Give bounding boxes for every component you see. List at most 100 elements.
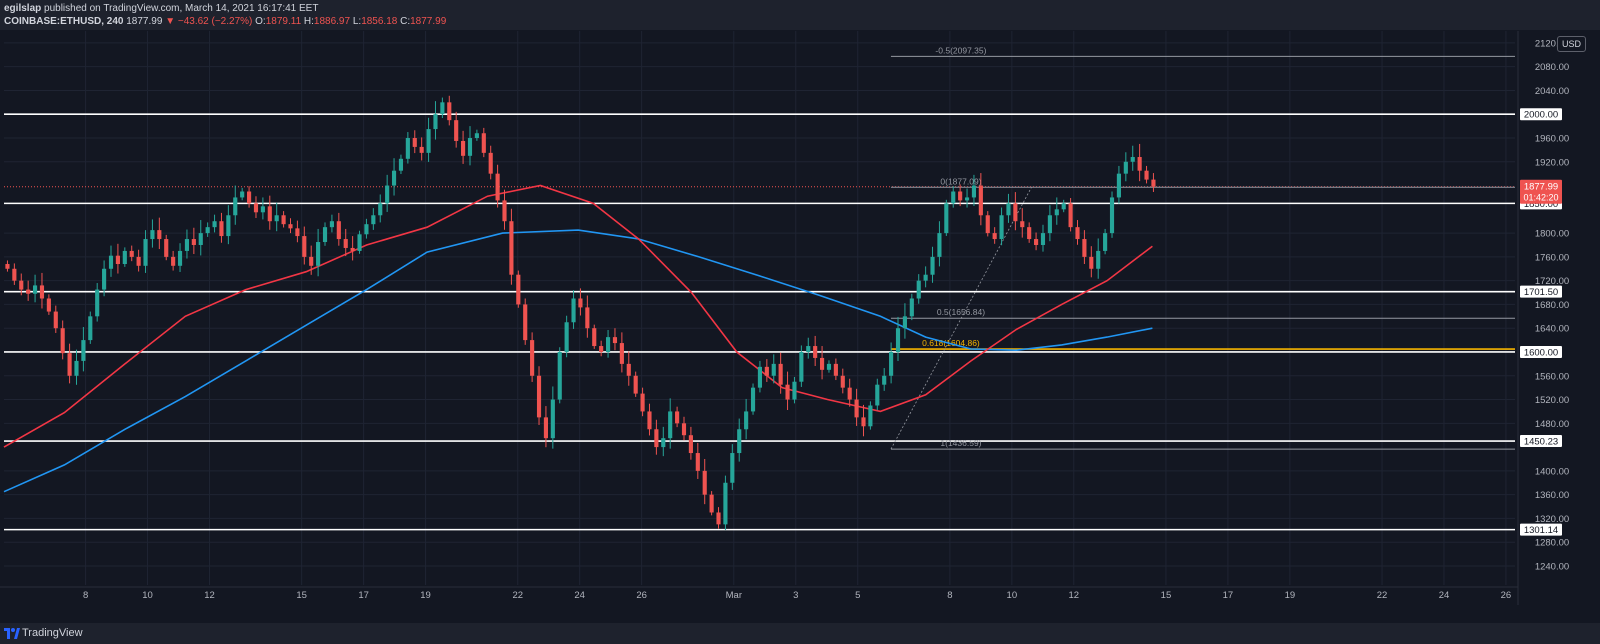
candle-body — [902, 316, 907, 329]
candle-body — [81, 340, 86, 361]
candle-body — [833, 363, 838, 376]
x-tick-label: 19 — [1285, 590, 1296, 601]
candle — [661, 426, 666, 457]
candle-body — [709, 494, 714, 513]
x-tick-label: 8 — [947, 590, 952, 601]
candle — [461, 130, 466, 164]
candle-body — [115, 255, 120, 265]
candle-body — [260, 206, 265, 213]
candle — [868, 401, 873, 430]
fib-trend-line — [890, 187, 1032, 450]
fib-level-label: 1(1436.59) — [940, 438, 981, 448]
currency-badge[interactable]: USD — [1557, 36, 1586, 52]
candle — [426, 117, 431, 162]
candle-body — [309, 256, 314, 266]
candle-body — [157, 230, 162, 240]
candle — [716, 507, 721, 529]
candle-body — [861, 417, 866, 427]
candle — [599, 340, 604, 357]
fib-level-label: 0(1877.09) — [940, 176, 981, 186]
candle-body — [530, 340, 535, 376]
candle-body — [502, 200, 507, 222]
x-tick-label: 26 — [636, 590, 647, 601]
y-tick-label: 1360.00 — [1535, 490, 1569, 501]
candle — [295, 220, 300, 243]
candle-body — [633, 375, 638, 394]
candle — [1020, 208, 1025, 238]
candle-body — [516, 274, 521, 305]
candle — [847, 378, 852, 407]
candle-body — [895, 328, 901, 352]
candle-body — [329, 221, 334, 228]
x-tick-label: 26 — [1501, 590, 1512, 601]
candle — [219, 212, 224, 243]
candle — [122, 247, 127, 267]
candle-body — [143, 239, 148, 266]
candle-body — [1096, 250, 1101, 269]
candle-body — [378, 203, 383, 216]
x-tick-label: 22 — [1377, 590, 1388, 601]
candle-body — [198, 233, 203, 245]
candle-body — [785, 384, 790, 400]
publisher-username[interactable]: egilslap — [4, 3, 42, 14]
candle — [978, 173, 983, 226]
x-tick-label: 10 — [1007, 590, 1018, 601]
candle-body — [695, 453, 700, 471]
candle — [964, 188, 970, 208]
candle-body — [95, 289, 100, 317]
candle-body — [233, 197, 238, 216]
candle-body — [792, 381, 797, 400]
moving-averages — [3, 184, 1153, 493]
candle — [60, 320, 65, 360]
level-price-text: 1600.00 — [1524, 347, 1558, 358]
candle — [32, 274, 38, 303]
symbol-label[interactable]: COINBASE:ETHUSD, 240 — [4, 16, 124, 27]
price-tags: 2000.00 1850.00 1701.50 1600.00 1450.23 1301.… — [1520, 108, 1562, 536]
candle — [212, 214, 217, 233]
candle-body — [240, 191, 245, 198]
candle — [530, 332, 535, 382]
candle — [88, 311, 93, 344]
candle-body — [108, 255, 114, 269]
candle-body — [474, 133, 479, 138]
x-tick-label: 24 — [574, 590, 585, 601]
y-tick-label: 1280.00 — [1535, 538, 1569, 549]
candle-body — [958, 191, 963, 201]
candle-body — [343, 239, 348, 248]
candle — [1089, 246, 1094, 278]
last-price-tag — [1520, 179, 1562, 204]
candle-body — [509, 221, 514, 275]
candle-body — [1040, 233, 1046, 245]
x-tick-label: 15 — [296, 590, 307, 601]
x-tick-label: 19 — [420, 590, 431, 601]
candle — [730, 444, 735, 490]
candle — [184, 229, 190, 259]
candle — [709, 491, 714, 516]
candle-body — [612, 337, 618, 344]
candle-body — [191, 239, 196, 245]
candle — [792, 376, 797, 404]
fib-retracement[interactable]: -0.5(2097.35)0(1877.09)0.5(1656.84)0.618… — [890, 45, 1515, 450]
tradingview-brand[interactable]: TradingView — [22, 627, 83, 639]
candle — [357, 230, 362, 254]
candle — [750, 383, 756, 415]
candle — [108, 245, 114, 277]
candle-body — [799, 351, 804, 382]
candle — [785, 371, 790, 411]
candle — [723, 475, 728, 531]
last-price-tag-text: 1877.99 — [1524, 182, 1558, 193]
candle-body — [999, 215, 1004, 240]
candle — [74, 349, 79, 385]
candle — [336, 212, 341, 246]
change-text: ▼ −43.62 (−2.27%) — [165, 16, 253, 27]
candle — [343, 228, 348, 257]
candle-body — [1137, 157, 1142, 171]
candle-body — [364, 224, 369, 235]
candle-body — [398, 158, 404, 171]
candle-body — [426, 129, 431, 153]
candle — [854, 388, 859, 426]
candle-body — [1123, 161, 1128, 174]
candle-body — [253, 203, 259, 213]
candle — [46, 294, 51, 315]
